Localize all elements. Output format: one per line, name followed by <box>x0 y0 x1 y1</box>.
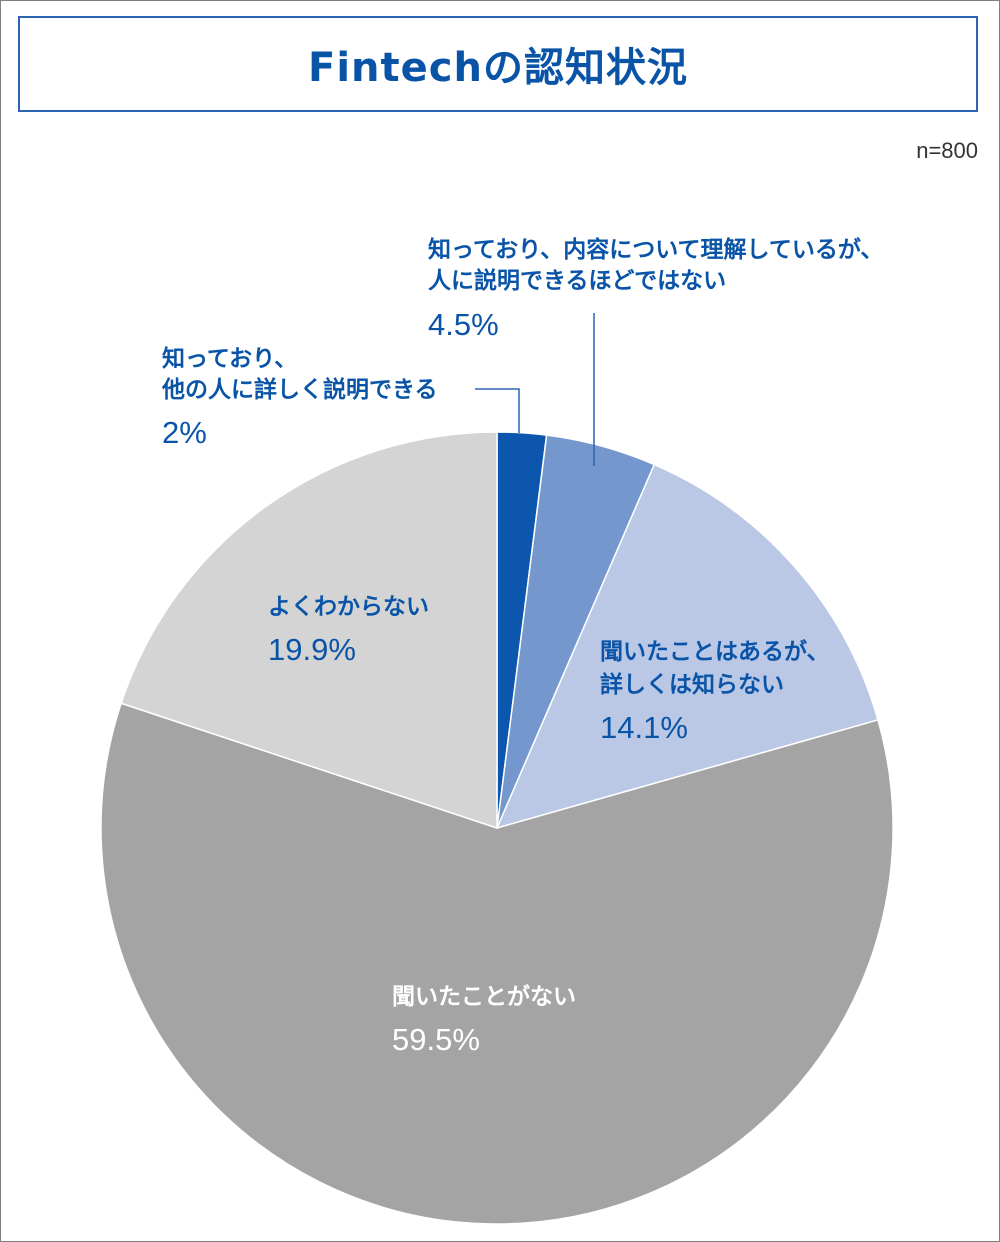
slice-percent-1: 2% <box>162 415 207 450</box>
slice-percent-4: 59.5% <box>392 1022 480 1057</box>
slice-label-3-line-1: 聞いたことはあるが、 <box>600 638 830 665</box>
slice-label-1-line-1: 知っており、 <box>162 345 297 372</box>
pie-slice-4 <box>100 702 894 1225</box>
slice-label-3-line-2: 詳しくは知らない <box>600 671 784 698</box>
pie-slice-5 <box>120 431 498 830</box>
slice-percent-2: 4.5% <box>428 307 499 342</box>
slice-percent-3: 14.1% <box>600 710 688 745</box>
slice-label-1-line-2: 他の人に詳しく説明できる <box>161 376 438 403</box>
chart-title: Fintechの認知状況 <box>308 45 688 91</box>
slice-label-5-line-1: よくわからない <box>268 594 429 620</box>
slice-label-4-line-1: 聞いたことがない <box>392 983 576 1010</box>
slice-label-2-line-1: 知っており、内容について理解しているが、 <box>428 236 883 263</box>
slice-percent-5: 19.9% <box>268 632 356 667</box>
slice-label-2-line-2: 人に説明できるほどではない <box>428 267 726 294</box>
pie-slice-3 <box>495 463 879 830</box>
leader-line-1 <box>475 388 520 433</box>
title-box: Fintechの認知状況 <box>18 16 978 112</box>
sample-size-label: n=800 <box>916 138 978 163</box>
